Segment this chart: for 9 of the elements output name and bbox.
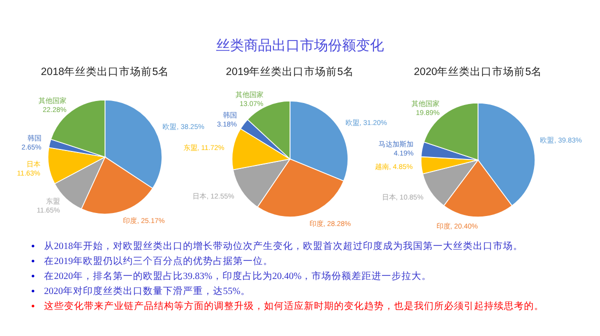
chart-title: 2020年丝类出口市场前5名 <box>414 65 542 78</box>
text: 在2019年欧盟仍以约三个百分点的优势占据第一位。 <box>44 255 273 267</box>
text: 丝类商品出口市场份额变化 <box>216 38 384 54</box>
chart-title: 2018年丝类出口市场前5名 <box>40 65 170 78</box>
text: 2020年对印度丝类出口数量下滑严重，达55%。 <box>44 285 250 297</box>
text: 这些变化带来产业链产品结构等方面的调整升级，如何适应新时期的变化趋势，也是我们所必须引起持续思考的。 <box>44 300 544 312</box>
chart-title: 2019年丝类出口市场前5名 <box>226 65 354 78</box>
text: 在2020年，排名第一的欧盟占比39.83%，印度占比为20.40%，市场份额差距进一步拉大。 <box>44 270 432 282</box>
text: 从2018年开始，对欧盟丝类出口的增长带动位次产生变化，欧盟首次超过印度成为我国第一大丝类出口市场。 <box>44 240 523 252</box>
